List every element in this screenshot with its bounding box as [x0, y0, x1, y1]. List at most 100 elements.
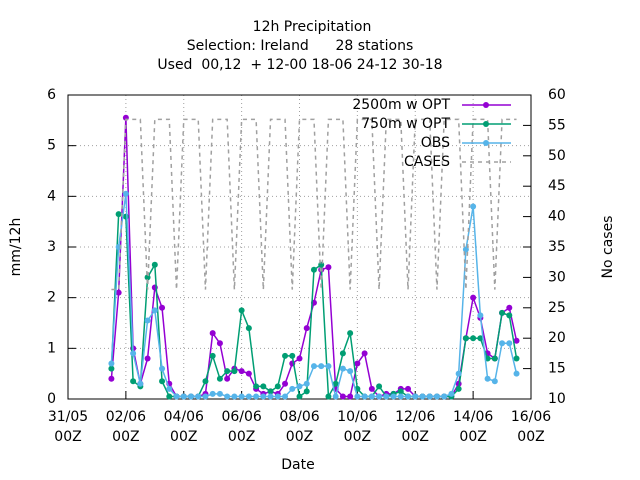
data-point	[368, 385, 375, 392]
data-point	[274, 383, 281, 390]
data-point	[405, 385, 412, 392]
data-point	[303, 388, 310, 395]
data-point	[325, 363, 332, 370]
data-point	[224, 368, 231, 375]
x-tick-label: 16/06 00Z	[510, 409, 552, 445]
data-point	[448, 390, 455, 397]
data-point	[166, 393, 173, 400]
y2-tick-label: 40	[548, 209, 566, 225]
y-tick-label: 3	[47, 239, 56, 255]
data-point	[253, 383, 260, 390]
data-point	[231, 393, 238, 400]
data-point	[289, 385, 296, 392]
data-point	[325, 393, 332, 400]
y2-tick-label: 35	[548, 239, 566, 255]
x-tick-label: 10/06 00Z	[337, 409, 378, 445]
data-point	[108, 360, 115, 367]
data-point	[383, 393, 390, 400]
data-point	[303, 380, 310, 387]
data-point	[303, 325, 310, 332]
data-point	[282, 393, 289, 400]
y2-tick-label: 50	[548, 148, 566, 164]
x-tick-label: 08/06 00Z	[279, 409, 320, 445]
data-point	[151, 307, 158, 314]
data-point	[202, 393, 209, 400]
data-point	[130, 378, 137, 385]
data-point	[397, 388, 404, 395]
data-point	[361, 393, 368, 400]
y-axis-label: mm/12h	[8, 218, 24, 277]
data-point	[245, 370, 252, 377]
y-tick-label: 5	[47, 138, 56, 154]
data-point	[484, 375, 491, 382]
data-point	[470, 335, 477, 342]
data-point	[361, 350, 368, 357]
y-tick-label: 0	[47, 391, 56, 407]
y-tick-label: 6	[47, 87, 56, 103]
data-point	[470, 203, 477, 210]
data-point	[325, 264, 332, 271]
data-point	[159, 304, 166, 311]
data-point	[274, 393, 281, 400]
data-point	[195, 393, 202, 400]
data-point	[499, 340, 506, 347]
data-point	[491, 355, 498, 362]
y-tick-label: 1	[47, 340, 56, 356]
data-point	[477, 335, 484, 342]
data-point	[144, 355, 151, 362]
data-point	[151, 261, 158, 268]
data-point	[238, 393, 245, 400]
data-point	[455, 370, 462, 377]
data-point	[159, 365, 166, 372]
data-point	[433, 393, 440, 400]
data-point	[166, 385, 173, 392]
data-point	[506, 312, 513, 319]
chart-subtitle: Used 00,12 + 12-00 18-06 24-12 30-18	[157, 57, 442, 73]
data-point	[470, 294, 477, 301]
data-point	[499, 309, 506, 316]
x-tick-label: 04/06 00Z	[163, 409, 204, 445]
x-tick-label: 14/06 00Z	[452, 409, 494, 445]
data-point	[180, 393, 187, 400]
data-point	[282, 352, 289, 359]
data-point	[513, 355, 520, 362]
chart-title: 12h Precipitation	[253, 19, 372, 35]
series-line	[111, 118, 517, 291]
data-point	[296, 383, 303, 390]
data-point	[224, 375, 231, 382]
data-point	[506, 304, 513, 311]
data-point	[231, 368, 238, 375]
legend-label: OBS	[421, 135, 450, 151]
data-point	[441, 393, 448, 400]
x-tick-label: 12/06 00Z	[395, 409, 436, 445]
data-point	[491, 378, 498, 385]
data-point	[513, 370, 520, 377]
data-point	[289, 352, 296, 359]
data-point	[253, 393, 260, 400]
y2-tick-label: 30	[548, 269, 566, 285]
data-point	[339, 393, 346, 400]
data-point	[115, 211, 122, 218]
legend-label: 750m w OPT	[361, 116, 450, 132]
data-point	[296, 393, 303, 400]
data-point	[216, 390, 223, 397]
data-point	[108, 375, 115, 382]
data-point	[173, 393, 180, 400]
data-point	[137, 380, 144, 387]
legend-label: CASES	[404, 154, 450, 170]
data-point	[347, 393, 354, 400]
data-point	[347, 368, 354, 375]
data-point	[216, 375, 223, 382]
data-point	[224, 393, 231, 400]
data-point	[390, 393, 397, 400]
data-point	[310, 266, 317, 273]
data-point	[282, 380, 289, 387]
data-point	[144, 317, 151, 324]
data-point	[115, 289, 122, 296]
data-point	[332, 380, 339, 387]
data-point	[412, 393, 419, 400]
y2-tick-label: 55	[548, 117, 566, 133]
data-point	[354, 360, 361, 367]
